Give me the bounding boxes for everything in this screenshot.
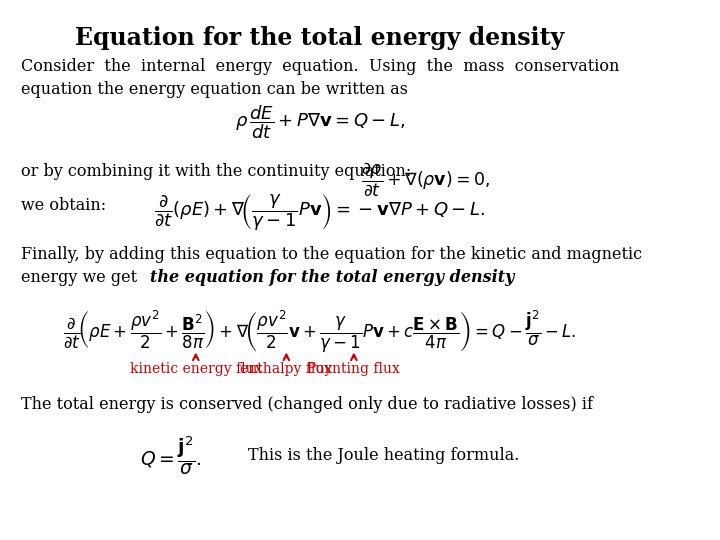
Text: or by combining it with the continuity equation:: or by combining it with the continuity e… [20, 163, 410, 180]
Text: Poynting flux: Poynting flux [307, 362, 400, 376]
Text: $\dfrac{\partial}{\partial t}\!\left(\rho E + \dfrac{\rho v^2}{2} + \dfrac{\math: $\dfrac{\partial}{\partial t}\!\left(\rh… [63, 309, 577, 355]
Text: $\dfrac{\partial}{\partial t}(\rho E) + \nabla\!\left(\dfrac{\gamma}{\gamma-1}P\: $\dfrac{\partial}{\partial t}(\rho E) + … [154, 193, 486, 233]
Text: the equation for the total energy density: the equation for the total energy densit… [150, 269, 514, 286]
Text: The total energy is conserved (changed only due to radiative losses) if: The total energy is conserved (changed o… [20, 396, 593, 413]
Text: $\rho\,\dfrac{dE}{dt} + P\nabla\mathbf{v} = Q - L,$: $\rho\,\dfrac{dE}{dt} + P\nabla\mathbf{v… [235, 104, 405, 141]
Text: kinetic energy flux: kinetic energy flux [130, 362, 262, 376]
Text: $\dfrac{\partial\rho}{\partial t} + \nabla(\rho\mathbf{v}) = 0,$: $\dfrac{\partial\rho}{\partial t} + \nab… [361, 160, 490, 198]
Text: Equation for the total energy density: Equation for the total energy density [76, 25, 564, 50]
Text: enthalpy flux: enthalpy flux [240, 362, 333, 376]
Text: $Q = \dfrac{\mathbf{j}^2}{\sigma}.$: $Q = \dfrac{\mathbf{j}^2}{\sigma}.$ [140, 434, 201, 476]
Text: Consider  the  internal  energy  equation.  Using  the  mass  conservation
equat: Consider the internal energy equation. U… [20, 58, 619, 98]
Text: we obtain:: we obtain: [20, 198, 106, 214]
Text: Finally, by adding this equation to the equation for the kinetic and magnetic
en: Finally, by adding this equation to the … [20, 246, 642, 286]
Text: This is the Joule heating formula.: This is the Joule heating formula. [248, 447, 520, 464]
